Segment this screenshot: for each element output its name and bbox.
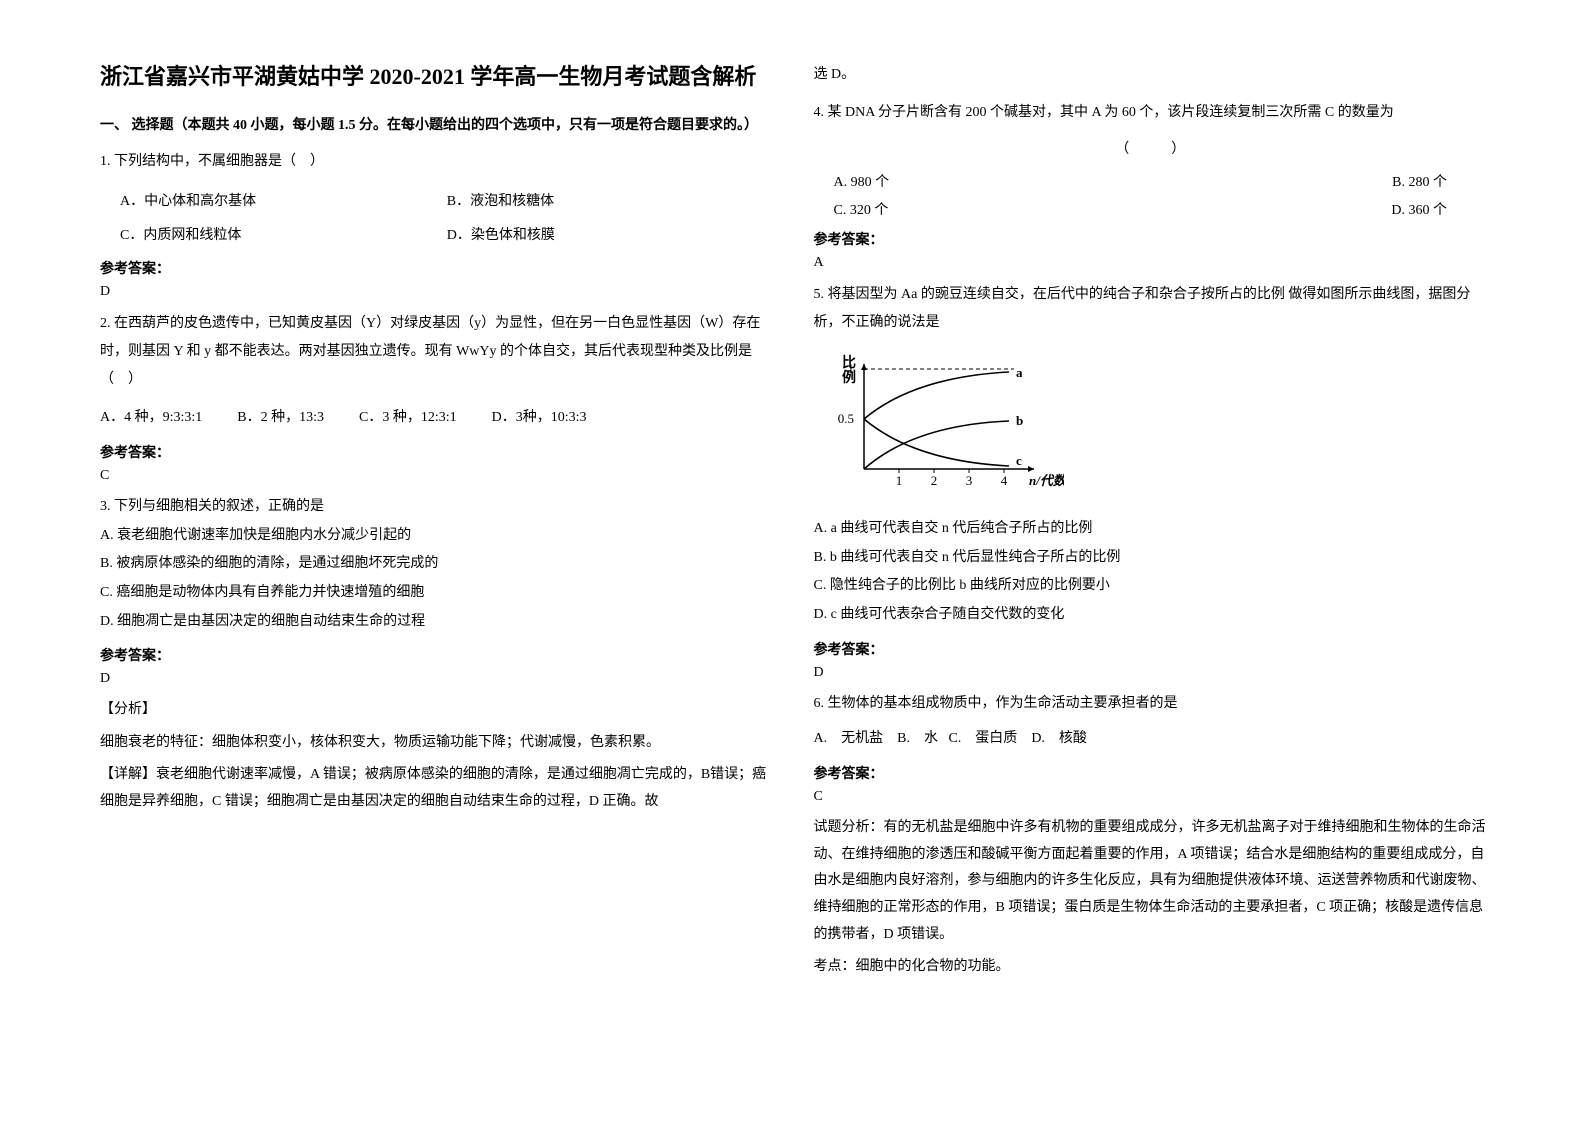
q4-stem2: （ ） <box>814 137 1488 164</box>
q2-option-b: B．2 种，13:3 <box>237 410 324 425</box>
q4-option-b: B. 280 个 <box>1392 171 1447 191</box>
section-1-header: 一、 选择题（本题共 40 小题，每小题 1.5 分。在每小题给出的四个选项中，… <box>100 113 774 138</box>
q3-option-b: B. 被病原体感染的细胞的清除，是通过细胞坏死完成的 <box>100 551 774 578</box>
q6-answer-label: 参考答案： <box>814 763 1488 783</box>
q5-stem: 5. 将基因型为 Aa 的豌豆连续自交，在后代中的纯合子和杂合子按所占的比例 做… <box>814 281 1488 337</box>
q6-option-d: D. 核酸 <box>1031 731 1087 746</box>
q1-options-row1: A．中心体和高尔基体 B．液泡和核糖体 <box>100 190 774 210</box>
q6-stem: 6. 生物体的基本组成物质中，作为生命活动主要承担者的是 <box>814 691 1488 718</box>
svg-text:比: 比 <box>842 354 856 371</box>
right-column: 选 D。 4. 某 DNA 分子片断含有 200 个碱基对，其中 A 为 60 … <box>794 60 1508 1062</box>
q3-analysis-text: 细胞衰老的特征：细胞体积变小，核体积变大，物质运输功能下降；代谢减慢，色素积累。 <box>100 730 774 757</box>
q2-option-a: A．4 种，9:3:3:1 <box>100 410 202 425</box>
q3-detail: 【详解】衰老细胞代谢速率减慢，A 错误；被病原体感染的细胞的清除，是通过细胞凋亡… <box>100 762 774 815</box>
q2-option-d: D．3种，10:3:3 <box>492 410 587 425</box>
q5-chart-svg: 10.5比例1234n/代数abc <box>824 349 1064 499</box>
svg-text:2: 2 <box>930 473 937 488</box>
svg-text:b: b <box>1016 413 1023 428</box>
q5-option-a: A. a 曲线可代表自交 n 代后纯合子所占的比例 <box>814 516 1488 543</box>
q4-options-row2: C. 320 个 D. 360 个 <box>814 199 1488 219</box>
q1-answer-label: 参考答案： <box>100 258 774 278</box>
q3-detail-text: 衰老细胞代谢速率减慢，A 错误；被病原体感染的细胞的清除，是通过细胞凋亡完成的，… <box>100 767 766 809</box>
q5-option-b: B. b 曲线可代表自交 n 代后显性纯合子所占的比例 <box>814 545 1488 572</box>
q4-answer-label: 参考答案： <box>814 229 1488 249</box>
svg-text:1: 1 <box>895 473 902 488</box>
q6-option-a: A. 无机盐 <box>814 731 884 746</box>
svg-text:c: c <box>1016 453 1022 468</box>
svg-text:0.5: 0.5 <box>837 411 853 426</box>
svg-text:a: a <box>1016 365 1023 380</box>
q4-option-a: A. 980 个 <box>834 171 890 191</box>
q1-option-a: A．中心体和高尔基体 <box>120 190 447 210</box>
q5-option-d: D. c 曲线可代表杂合子随自交代数的变化 <box>814 602 1488 629</box>
q1-option-b: B．液泡和核糖体 <box>447 190 774 210</box>
exam-title: 浙江省嘉兴市平湖黄姑中学 2020-2021 学年高一生物月考试题含解析 <box>100 60 774 93</box>
q2-option-c: C．3 种，12:3:1 <box>359 410 457 425</box>
q6-option-b: B. 水 <box>897 731 938 746</box>
q4-option-c: C. 320 个 <box>834 199 889 219</box>
q4-stem: 4. 某 DNA 分子片断含有 200 个碱基对，其中 A 为 60 个，该片段… <box>814 99 1488 127</box>
q1-options-row2: C．内质网和线粒体 D．染色体和核膜 <box>100 224 774 244</box>
svg-text:3: 3 <box>965 473 972 488</box>
q1-stem: 1. 下列结构中，不属细胞器是（ ） <box>100 148 774 176</box>
q6-kaodian-label: 考点： <box>814 959 856 974</box>
svg-text:4: 4 <box>1000 473 1007 488</box>
q5-answer-label: 参考答案： <box>814 639 1488 659</box>
q6-kaodian: 考点：细胞中的化合物的功能。 <box>814 954 1488 981</box>
q3-answer: D <box>100 671 774 687</box>
q6-option-c: C. 蛋白质 <box>948 731 1017 746</box>
q6-options: A. 无机盐 B. 水 C. 蛋白质 D. 核酸 <box>814 725 1488 753</box>
q2-stem: 2. 在西葫芦的皮色遗传中，已知黄皮基因（Y）对绿皮基因（y）为显性，但在另一白… <box>100 310 774 394</box>
q2-answer-label: 参考答案： <box>100 442 774 462</box>
q3-detail-label: 【详解】 <box>100 767 156 782</box>
q3-tail: 选 D。 <box>814 62 1488 89</box>
q4-option-d: D. 360 个 <box>1391 199 1447 219</box>
q6-kaodian-text: 细胞中的化合物的功能。 <box>856 959 1010 974</box>
q3-answer-label: 参考答案： <box>100 645 774 665</box>
q3-stem: 3. 下列与细胞相关的叙述，正确的是 <box>100 494 774 521</box>
q6-explain: 试题分析：有的无机盐是细胞中许多有机物的重要组成成分，许多无机盐离子对于维持细胞… <box>814 815 1488 948</box>
svg-text:n/代数: n/代数 <box>1029 473 1064 488</box>
svg-text:例: 例 <box>842 369 856 386</box>
q4-answer: A <box>814 255 1488 271</box>
q5-chart: 10.5比例1234n/代数abc <box>824 349 1488 504</box>
q3-option-d: D. 细胞凋亡是由基因决定的细胞自动结束生命的过程 <box>100 609 774 636</box>
q2-options: A．4 种，9:3:3:1 B．2 种，13:3 C．3 种，12:3:1 D．… <box>100 404 774 432</box>
q6-answer: C <box>814 789 1488 805</box>
q1-answer: D <box>100 284 774 300</box>
q4-options-row1: A. 980 个 B. 280 个 <box>814 171 1488 191</box>
q3-analysis-label: 【分析】 <box>100 697 774 724</box>
q3-option-c: C. 癌细胞是动物体内具有自养能力并快速增殖的细胞 <box>100 580 774 607</box>
q3-option-a: A. 衰老细胞代谢速率加快是细胞内水分减少引起的 <box>100 523 774 550</box>
left-column: 浙江省嘉兴市平湖黄姑中学 2020-2021 学年高一生物月考试题含解析 一、 … <box>80 60 794 1062</box>
q5-option-c: C. 隐性纯合子的比例比 b 曲线所对应的比例要小 <box>814 573 1488 600</box>
q5-answer: D <box>814 665 1488 681</box>
q1-option-d: D．染色体和核膜 <box>447 224 774 244</box>
q2-answer: C <box>100 468 774 484</box>
q1-option-c: C．内质网和线粒体 <box>120 224 447 244</box>
